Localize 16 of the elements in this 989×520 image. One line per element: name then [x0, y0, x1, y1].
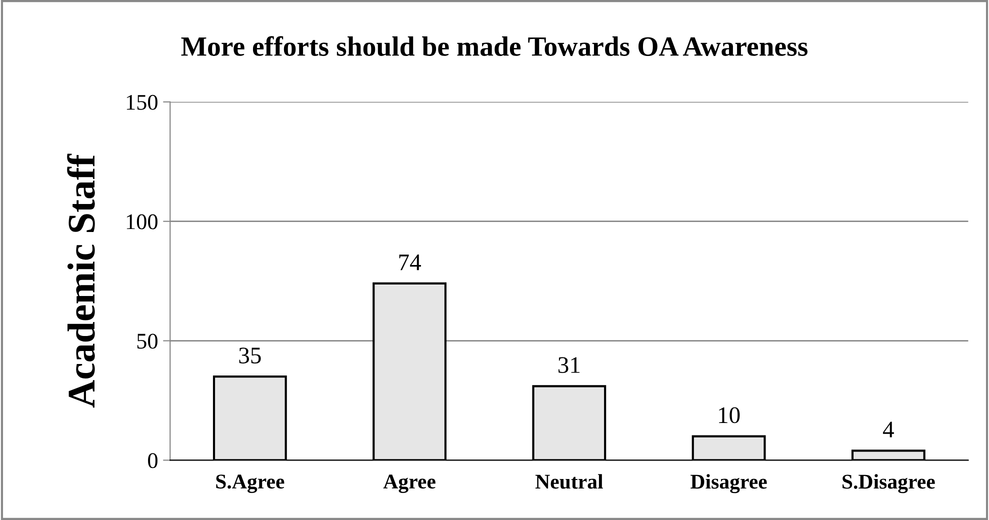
y-tick-label: 100 — [126, 214, 158, 230]
x-tick-label: Agree — [383, 474, 436, 493]
data-label: 31 — [558, 357, 580, 374]
y-tick-label: 0 — [148, 453, 158, 468]
data-label: 35 — [239, 348, 261, 364]
y-tick-label: 150 — [126, 94, 158, 110]
data-label: 10 — [719, 407, 740, 424]
chart-title: More efforts should be made Towards OA Awareness — [181, 36, 808, 56]
y-axis-title: Academic Staff — [67, 154, 95, 408]
x-tick-label: S.Disagree — [842, 474, 935, 494]
data-label: 74 — [399, 254, 421, 270]
x-tick-label: Disagree — [690, 474, 767, 494]
y-tick-label: 50 — [137, 334, 158, 349]
x-tick-label: S.Agree — [216, 474, 284, 493]
x-tick-label: Neutral — [535, 474, 603, 489]
data-label: 4 — [882, 422, 894, 438]
